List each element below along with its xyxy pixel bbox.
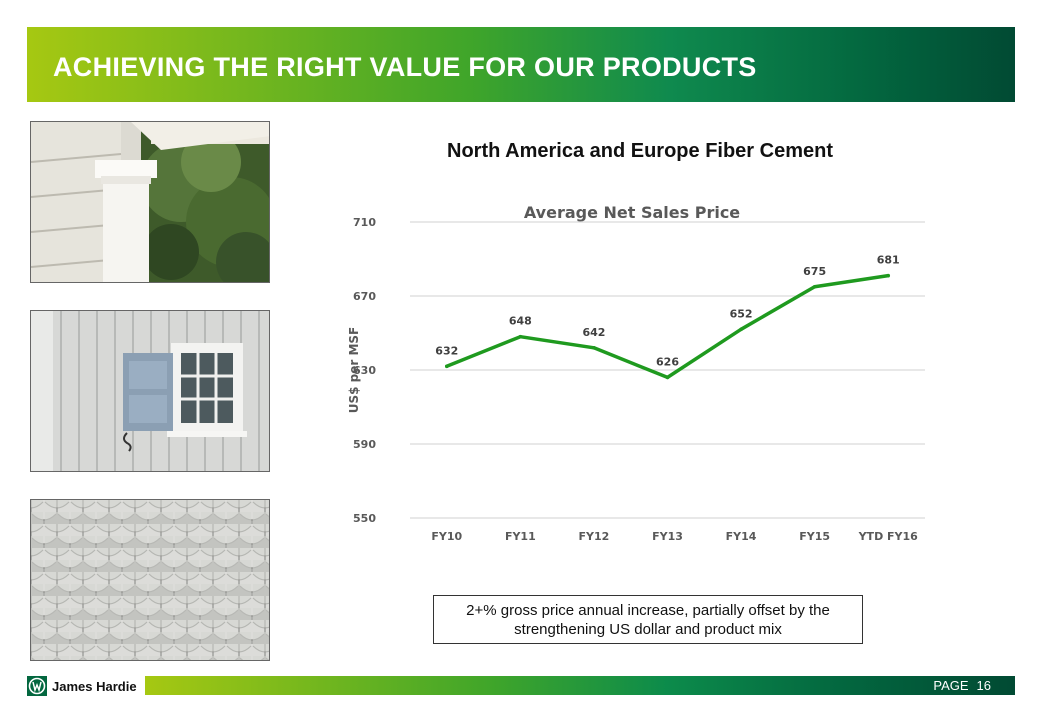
data-label: 626	[656, 355, 679, 368]
y-tick-label: 550	[353, 512, 376, 525]
y-tick-label: 710	[353, 216, 376, 229]
header-bar: ACHIEVING THE RIGHT VALUE FOR OUR PRODUC…	[27, 27, 1015, 102]
note-box: 2+% gross price annual increase, partial…	[433, 595, 863, 644]
page-number: 16	[976, 678, 991, 693]
page-title: ACHIEVING THE RIGHT VALUE FOR OUR PRODUC…	[53, 52, 757, 82]
x-tick-label: FY11	[505, 530, 536, 543]
data-label: 632	[435, 344, 458, 357]
x-tick-label: FY10	[431, 530, 462, 543]
brand-logo: James Hardie	[27, 676, 137, 696]
data-point	[812, 284, 817, 289]
james-hardie-logo-icon	[27, 676, 47, 696]
x-tick-label: FY13	[652, 530, 683, 543]
porch-siding-photo	[30, 121, 270, 283]
data-label: 675	[803, 265, 826, 278]
x-tick-label: FY12	[579, 530, 610, 543]
chart-title: Average Net Sales Price	[524, 203, 740, 222]
data-point	[739, 327, 743, 332]
page-label-text: PAGE	[933, 678, 969, 693]
chart-heading: North America and Europe Fiber Cement	[447, 140, 833, 162]
line-chart: Average Net Sales Price US$ per MSF 550 5…	[330, 190, 940, 560]
data-label: 681	[877, 254, 900, 267]
shingle-siding-photo	[30, 499, 270, 661]
x-tick-label: YTD FY16	[858, 530, 919, 543]
x-tick-label: FY14	[726, 530, 757, 543]
brand-name: James Hardie	[52, 678, 137, 694]
y-axis-label: US$ per MSF	[347, 327, 361, 414]
data-point	[665, 375, 670, 380]
y-tick-label: 670	[353, 290, 376, 303]
data-point	[444, 364, 449, 369]
page-number-label: PAGE 16	[925, 676, 991, 695]
data-point	[592, 346, 596, 350]
data-point	[518, 334, 523, 339]
footer-bar: PAGE 16	[145, 676, 1015, 695]
y-tick-label: 590	[353, 438, 376, 451]
data-point	[886, 273, 891, 278]
data-label: 642	[582, 326, 605, 339]
board-and-batten-window-photo	[30, 310, 270, 472]
x-tick-label: FY15	[799, 530, 830, 543]
y-tick-label: 630	[353, 364, 376, 377]
data-label: 652	[730, 307, 753, 320]
data-label: 648	[509, 315, 532, 328]
